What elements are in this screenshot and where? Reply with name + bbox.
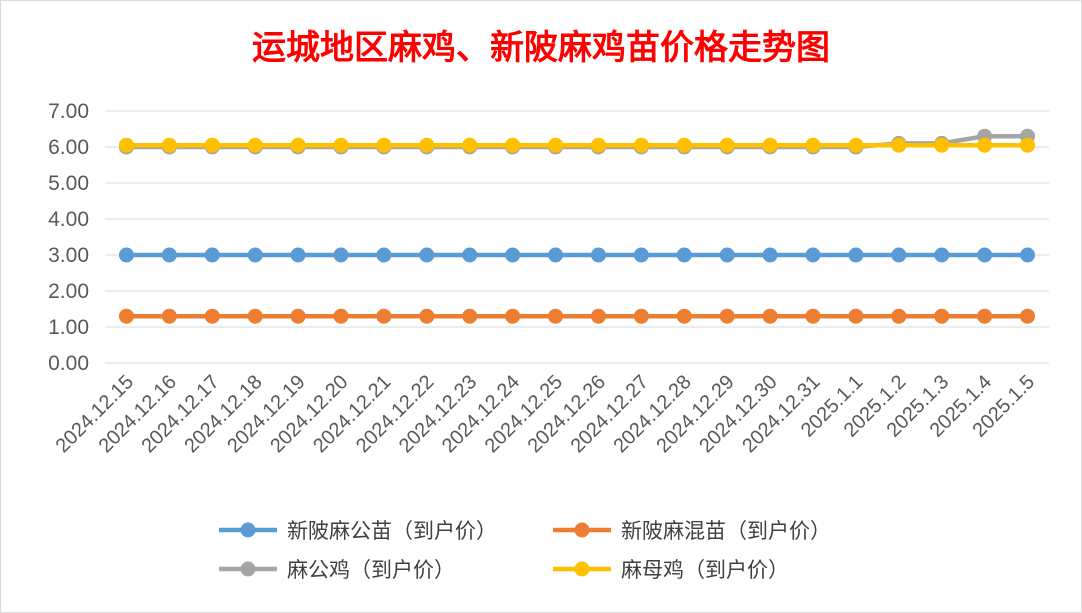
legend-swatch-marker bbox=[574, 522, 590, 538]
data-point bbox=[676, 247, 692, 263]
data-point bbox=[548, 137, 564, 153]
y-tick-label: 6.00 bbox=[48, 136, 89, 159]
data-point bbox=[290, 247, 306, 263]
data-point bbox=[204, 247, 220, 263]
data-point bbox=[719, 247, 735, 263]
y-tick-label: 1.00 bbox=[48, 316, 89, 339]
legend: 新陂麻公苗（到户价） 新陂麻混苗（到户价） 麻公鸡（到户价） 麻母鸡（到户价） bbox=[219, 519, 831, 582]
data-point bbox=[462, 247, 478, 263]
legend-label: 新陂麻公苗（到户价） bbox=[287, 519, 497, 543]
data-point bbox=[977, 137, 993, 153]
data-point bbox=[161, 308, 177, 324]
data-point bbox=[762, 247, 778, 263]
data-point bbox=[1020, 137, 1036, 153]
data-point bbox=[633, 247, 649, 263]
y-tick-label: 2.00 bbox=[48, 280, 89, 303]
data-point bbox=[333, 308, 349, 324]
data-point bbox=[762, 308, 778, 324]
data-point bbox=[419, 247, 435, 263]
series-lines bbox=[118, 128, 1036, 324]
data-point bbox=[891, 137, 907, 153]
data-point bbox=[505, 247, 521, 263]
data-point bbox=[633, 308, 649, 324]
data-point bbox=[419, 137, 435, 153]
data-point bbox=[548, 308, 564, 324]
data-point bbox=[848, 308, 864, 324]
y-tick-label: 7.00 bbox=[48, 100, 89, 123]
data-point bbox=[719, 137, 735, 153]
legend-item: 新陂麻公苗（到户价） bbox=[219, 519, 497, 543]
data-point bbox=[1020, 308, 1036, 324]
data-point bbox=[848, 247, 864, 263]
y-tick-label: 4.00 bbox=[48, 208, 89, 231]
data-point bbox=[676, 308, 692, 324]
data-point bbox=[247, 308, 263, 324]
data-point bbox=[376, 308, 392, 324]
legend-item: 新陂麻混苗（到户价） bbox=[553, 519, 831, 543]
series-3 bbox=[118, 137, 1036, 153]
data-point bbox=[805, 137, 821, 153]
y-tick-label: 0.00 bbox=[48, 352, 89, 375]
chart-title: 运城地区麻鸡、新陂麻鸡苗价格走势图 bbox=[252, 28, 830, 68]
legend-swatch-marker bbox=[240, 522, 256, 538]
series-1 bbox=[118, 308, 1036, 324]
data-point bbox=[676, 137, 692, 153]
y-tick-label: 3.00 bbox=[48, 244, 89, 267]
data-point bbox=[161, 137, 177, 153]
data-point bbox=[247, 247, 263, 263]
data-point bbox=[848, 137, 864, 153]
legend-item: 麻公鸡（到户价） bbox=[219, 558, 455, 582]
data-point bbox=[719, 308, 735, 324]
data-point bbox=[891, 247, 907, 263]
y-tick-label: 5.00 bbox=[48, 172, 89, 195]
data-point bbox=[891, 308, 907, 324]
data-point bbox=[333, 137, 349, 153]
data-point bbox=[204, 308, 220, 324]
data-point bbox=[462, 308, 478, 324]
legend-label: 新陂麻混苗（到户价） bbox=[621, 519, 831, 543]
legend-item: 麻母鸡（到户价） bbox=[553, 558, 789, 582]
data-point bbox=[505, 137, 521, 153]
y-axis-ticks: 0.00 1.00 2.00 3.00 4.00 5.00 6.00 7.00 bbox=[48, 100, 89, 375]
legend-label: 麻公鸡（到户价） bbox=[287, 558, 455, 582]
data-point bbox=[118, 137, 134, 153]
data-point bbox=[1020, 247, 1036, 263]
data-point bbox=[934, 137, 950, 153]
data-point bbox=[805, 247, 821, 263]
data-point bbox=[977, 247, 993, 263]
data-point bbox=[762, 137, 778, 153]
data-point bbox=[505, 308, 521, 324]
data-point bbox=[590, 247, 606, 263]
data-point bbox=[290, 308, 306, 324]
legend-swatch-marker bbox=[240, 561, 256, 577]
legend-label: 麻母鸡（到户价） bbox=[621, 558, 789, 582]
data-point bbox=[376, 247, 392, 263]
data-point bbox=[118, 308, 134, 324]
series-0 bbox=[118, 247, 1036, 263]
legend-swatch-marker bbox=[574, 561, 590, 577]
data-point bbox=[934, 247, 950, 263]
data-point bbox=[462, 137, 478, 153]
data-point bbox=[548, 247, 564, 263]
x-axis-ticks: 2024.12.152024.12.162024.12.172024.12.18… bbox=[52, 371, 1039, 457]
data-point bbox=[590, 137, 606, 153]
data-point bbox=[376, 137, 392, 153]
data-point bbox=[161, 247, 177, 263]
data-point bbox=[290, 137, 306, 153]
data-point bbox=[934, 308, 950, 324]
data-point bbox=[118, 247, 134, 263]
data-point bbox=[333, 247, 349, 263]
data-point bbox=[247, 137, 263, 153]
data-point bbox=[204, 137, 220, 153]
data-point bbox=[633, 137, 649, 153]
data-point bbox=[590, 308, 606, 324]
data-point bbox=[977, 308, 993, 324]
data-point bbox=[419, 308, 435, 324]
data-point bbox=[805, 308, 821, 324]
